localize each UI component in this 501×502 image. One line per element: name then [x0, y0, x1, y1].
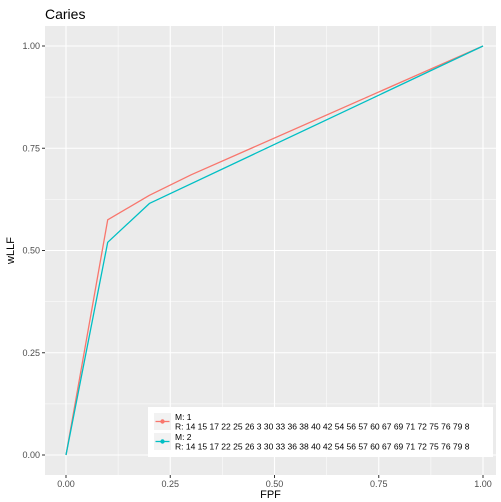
legend-label: R: 14 15 17 22 25 26 3 30 33 36 38 40 42… — [175, 422, 470, 432]
y-tick-label: 1.00 — [22, 41, 40, 51]
series-layer — [65, 45, 484, 456]
x-tick-label: 0.50 — [266, 479, 284, 489]
y-tick-label: 0.75 — [22, 143, 40, 153]
series-line-1 — [65, 45, 484, 456]
legend: M: 1R: 14 15 17 22 25 26 3 30 33 36 38 4… — [148, 407, 493, 457]
legend-label: R: 14 15 17 22 25 26 3 30 33 36 38 40 42… — [175, 442, 470, 452]
x-axis-title: FPF — [260, 489, 281, 501]
axes: 0.00 0.25 0.50 0.75 1.00 0.00 0.25 0.50 0.75 1.00 — [22, 41, 491, 489]
x-tick-label: 0.00 — [57, 479, 75, 489]
y-axis-title: wLLF — [5, 237, 17, 265]
legend-label: M: 2 — [175, 432, 192, 442]
legend-box — [148, 407, 493, 457]
legend-key-point — [160, 419, 165, 424]
x-tick-label: 0.25 — [161, 479, 179, 489]
x-tick-label: 1.00 — [474, 479, 492, 489]
grid — [45, 26, 496, 475]
y-tick-label: 0.50 — [22, 246, 40, 256]
legend-label: M: 1 — [175, 412, 192, 422]
chart-title: Caries — [45, 6, 85, 22]
legend-key-point — [160, 439, 165, 444]
series-line-2 — [65, 45, 484, 456]
y-tick-label: 0.00 — [22, 450, 40, 460]
y-tick-label: 0.25 — [22, 348, 40, 358]
x-tick-label: 0.75 — [370, 479, 388, 489]
